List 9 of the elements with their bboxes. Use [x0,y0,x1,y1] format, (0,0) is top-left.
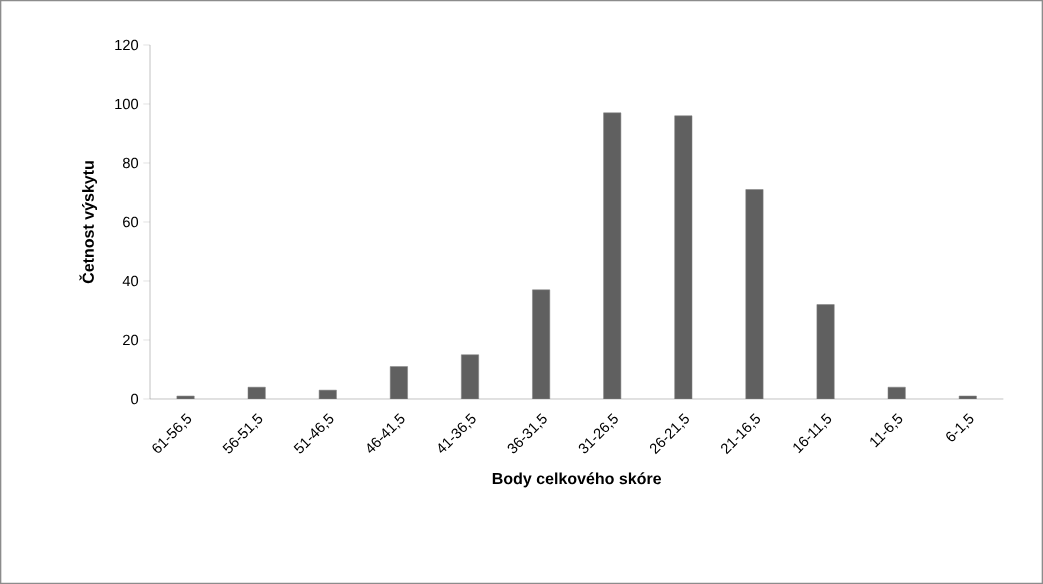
y-tick-label: 20 [123,334,139,346]
y-tick-label: 120 [115,39,139,51]
y-tick-label: 60 [123,216,139,228]
y-axis-title: Četnost výskytu [79,161,98,284]
y-tick-label: 80 [122,157,139,169]
y-tick-label: 0 [131,393,139,405]
y-tick-label: 100 [115,98,139,110]
x-axis-title: Body celkového skóre [492,472,662,488]
y-tick-label: 40 [122,275,139,287]
